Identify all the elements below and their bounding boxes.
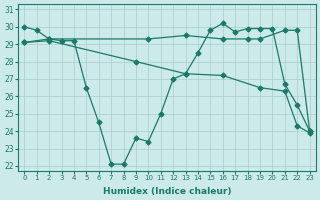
X-axis label: Humidex (Indice chaleur): Humidex (Indice chaleur) (103, 187, 231, 196)
